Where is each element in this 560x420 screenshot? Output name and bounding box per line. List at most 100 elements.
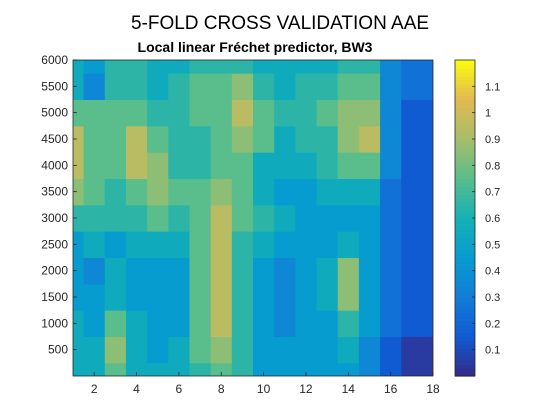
heatmap-cell <box>401 60 423 74</box>
heatmap-cell <box>73 125 85 153</box>
heatmap-cell <box>316 125 339 153</box>
heatmap-cell <box>380 178 402 206</box>
heatmap-cell <box>104 257 127 285</box>
colorbar-swatch <box>455 190 475 195</box>
colorbar-swatch <box>455 79 475 85</box>
heatmap-cell <box>337 257 360 285</box>
heatmap-cell <box>189 99 212 127</box>
heatmap-cell <box>401 152 423 179</box>
colorbar-swatch <box>455 71 475 77</box>
heatmap-cell <box>83 99 106 127</box>
heatmap-cell <box>189 336 212 364</box>
colorbar-swatch <box>455 364 475 369</box>
y-tick-label: 1000 <box>41 316 68 330</box>
colorbar-swatch <box>455 142 475 148</box>
heatmap-cell <box>147 152 169 179</box>
heatmap-cell <box>125 178 148 206</box>
colorbar-swatch <box>455 63 475 69</box>
colorbar-tick-label: 0.3 <box>485 292 500 304</box>
heatmap-cell <box>189 362 212 376</box>
colorbar-swatch <box>455 241 475 247</box>
x-tick-label: 2 <box>91 382 98 396</box>
colorbar-swatch <box>455 304 475 310</box>
heatmap-cell <box>316 283 339 311</box>
heatmap-cell <box>380 152 402 179</box>
heatmap-cell <box>231 99 254 127</box>
heatmap-cell <box>73 336 85 364</box>
heatmap-cell <box>295 336 318 364</box>
heatmap-cell <box>401 204 423 232</box>
heatmap-cell <box>189 310 212 337</box>
heatmap-cell <box>274 99 296 127</box>
heatmap-cell <box>422 257 433 285</box>
heatmap-cell <box>401 283 423 311</box>
heatmap-cell <box>380 125 402 153</box>
heatmap-cell <box>168 73 190 100</box>
heatmap-cell <box>253 283 275 311</box>
colorbar-swatch <box>455 261 475 266</box>
colorbar-swatch <box>455 214 475 219</box>
colorbar-swatch <box>455 178 475 184</box>
heatmap-cell <box>83 336 106 364</box>
heatmap-cell <box>147 125 169 153</box>
colorbar-swatch <box>455 198 475 203</box>
colorbar-swatch <box>455 372 475 377</box>
heatmap-cell <box>358 125 381 153</box>
heatmap-cell <box>295 178 318 206</box>
heatmap-cell <box>231 60 254 74</box>
y-tick-label: 4500 <box>41 132 68 146</box>
heatmap-cell <box>168 60 190 74</box>
colorbar-swatch <box>455 83 475 89</box>
colorbar-swatch <box>455 245 475 251</box>
heatmap-cell <box>295 99 318 127</box>
heatmap-cell <box>104 99 127 127</box>
x-tick-label: 8 <box>218 382 225 396</box>
heatmap-cell <box>231 336 254 364</box>
x-tick-label: 12 <box>299 382 313 396</box>
colorbar-swatch <box>455 221 475 227</box>
heatmap-cell <box>147 73 169 100</box>
colorbar-tick-label: 0.4 <box>485 266 500 278</box>
heatmap-cell <box>337 152 360 179</box>
heatmap-cell <box>295 73 318 100</box>
heatmap-cell <box>253 204 275 232</box>
heatmap-cell <box>295 60 318 74</box>
heatmap-cell <box>125 283 148 311</box>
heatmap-cell <box>73 152 85 179</box>
heatmap-cell <box>125 60 148 74</box>
heatmap-cell <box>380 362 402 376</box>
colorbar-swatch <box>455 237 475 243</box>
heatmap-cell <box>104 204 127 232</box>
heatmap-cell <box>274 125 296 153</box>
heatmap-cell <box>274 60 296 74</box>
colorbar-swatch <box>455 253 475 259</box>
colorbar-swatch <box>455 332 475 338</box>
heatmap-cell <box>380 231 402 258</box>
heatmap-cell <box>358 283 381 311</box>
heatmap-cell <box>125 99 148 127</box>
heatmap-cell <box>231 73 254 100</box>
colorbar-swatch <box>455 127 475 132</box>
heatmap-cell <box>401 336 423 364</box>
heatmap-cell <box>316 362 339 376</box>
colorbar-swatch <box>455 91 475 97</box>
x-tick-label: 4 <box>133 382 140 396</box>
colorbar-swatch <box>455 139 475 144</box>
heatmap-cell <box>337 231 360 258</box>
heatmap-cell <box>295 283 318 311</box>
heatmap-cell <box>422 231 433 258</box>
colorbar-tick-label: 0.5 <box>485 239 500 251</box>
heatmap-cell <box>231 283 254 311</box>
heatmap-cell <box>104 125 127 153</box>
heatmap-cell <box>422 60 433 74</box>
heatmap-cell <box>147 336 169 364</box>
heatmap-cell <box>274 310 296 337</box>
heatmap-cell <box>253 257 275 285</box>
colorbar-swatch <box>455 281 475 286</box>
heatmap-cell <box>168 336 190 364</box>
heatmap-cell <box>231 204 254 232</box>
colorbar-swatch <box>455 273 475 278</box>
heatmap-cell <box>189 204 212 232</box>
y-axis: 500 1000 1500 2000 2500 3000 3500 4000 4500 5000 5… <box>41 53 77 357</box>
colorbar-swatch <box>455 324 475 330</box>
